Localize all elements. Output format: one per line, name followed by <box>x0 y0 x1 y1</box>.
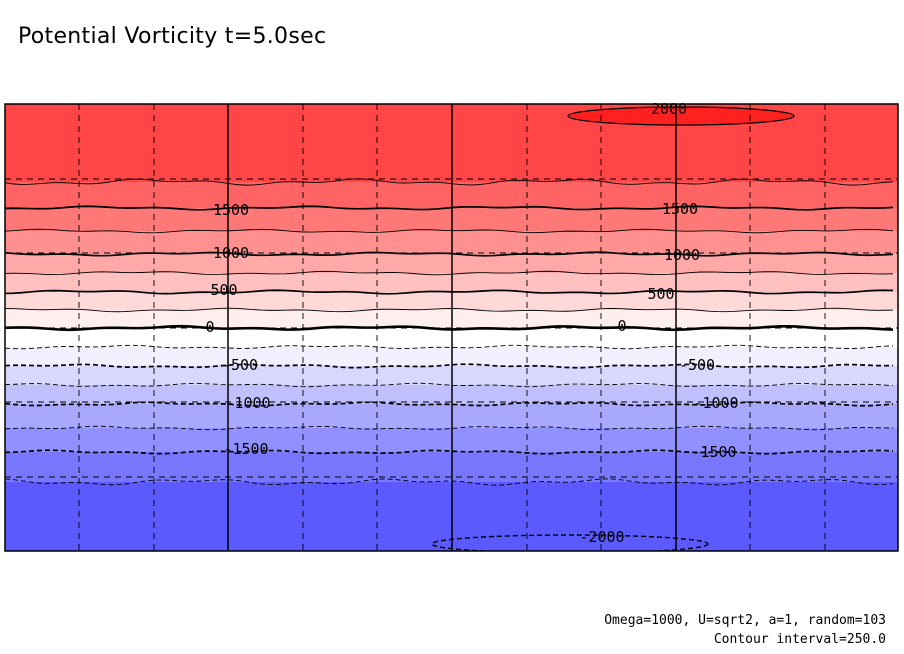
contour-line-500 <box>5 289 894 295</box>
contour-interval-note: Contour interval=250.0 <box>713 632 886 647</box>
contour-label-1500: 1500 <box>662 200 698 218</box>
contour-line-250 <box>5 307 894 313</box>
contour-label-1500: 1500 <box>213 201 249 219</box>
contour-line-neg1500 <box>5 449 894 455</box>
contour-label-neg1000: -1000 <box>225 394 270 412</box>
contour-line-1500 <box>5 205 894 211</box>
contour-label-500: 500 <box>210 281 237 299</box>
contour-label-0: 0 <box>617 317 626 335</box>
contour-line-neg750 <box>5 382 894 388</box>
contour-label-neg1500: -1500 <box>223 440 268 458</box>
contour-line-1250 <box>5 228 894 234</box>
high-cell-contour <box>567 106 795 126</box>
contour-label-1000: 1000 <box>664 246 700 264</box>
contour-label-neg500: -500 <box>679 356 715 374</box>
contour-label-neg500: -500 <box>222 356 258 374</box>
contour-label-2000: 2000 <box>651 100 687 118</box>
contour-line-neg500 <box>5 363 894 369</box>
contour-label-1000: 1000 <box>213 244 249 262</box>
contour-line-neg1750 <box>5 478 894 486</box>
contour-label-neg2000: -2000 <box>579 528 624 546</box>
contour-label-neg1500: -1500 <box>691 443 736 461</box>
low-cell-contour <box>431 534 709 551</box>
contour-line-neg1250 <box>5 425 894 431</box>
contour-line-neg250 <box>5 344 894 350</box>
chart-title: Potential Vorticity t=5.0sec <box>18 24 327 49</box>
contour-line-750 <box>5 270 894 276</box>
contour-label-500: 500 <box>647 285 674 303</box>
contour-label-neg1000: -1000 <box>693 394 738 412</box>
parameters-note: Omega=1000, U=sqrt2, a=1, random=103 <box>604 613 886 628</box>
contour-label-0: 0 <box>205 318 214 336</box>
plot-frame <box>4 103 899 552</box>
